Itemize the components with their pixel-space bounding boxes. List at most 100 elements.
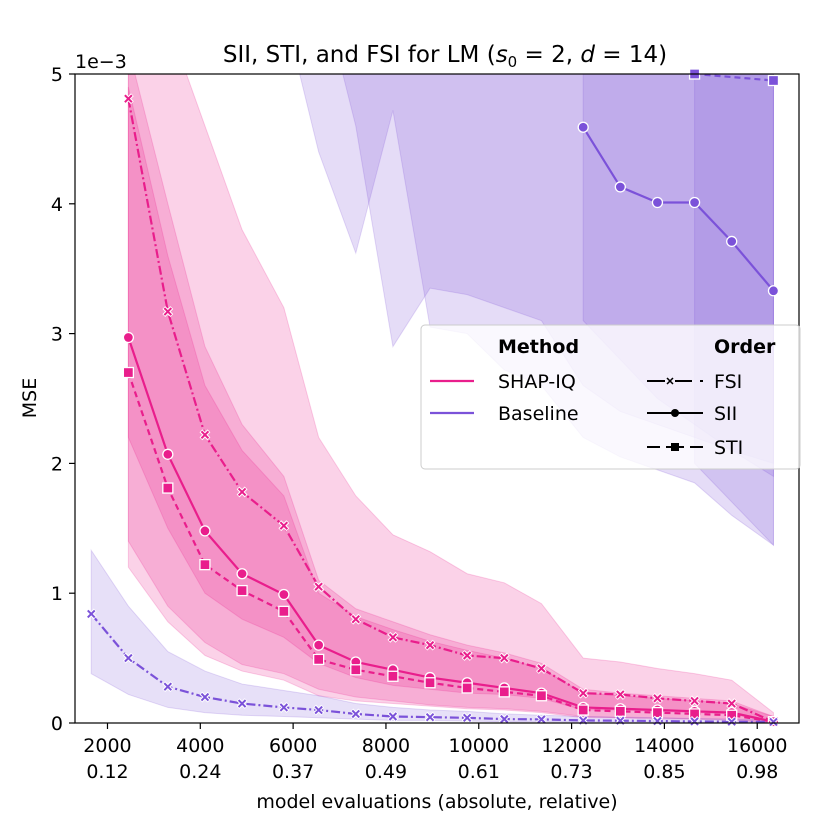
point-baseline-fsi-cross (388, 712, 398, 721)
x-tick-label-absolute: 10000 (449, 735, 509, 757)
point-shap-iq-sti (577, 704, 589, 716)
point-baseline-fsi-cross (200, 692, 210, 702)
point-shap-iq-fsi (162, 306, 174, 317)
point-baseline-fsi-cross (769, 717, 778, 727)
x-axis-label: model evaluations (absolute, relative) (256, 791, 617, 813)
point-shap-iq-sii (278, 588, 290, 601)
y-tick-label: 2 (51, 453, 63, 475)
point-baseline-fsi-cross (237, 699, 247, 708)
point-baseline-fsi (768, 716, 779, 728)
y-axis: 0 1 2 3 4 5 (51, 64, 75, 735)
point-shap-iq-sti (122, 366, 135, 379)
legend-fsi-label: FSI (714, 371, 742, 393)
point-shap-iq-fsi-cross (200, 430, 210, 440)
point-shap-iq-fsi (577, 687, 589, 699)
point-baseline-fsi (461, 712, 473, 724)
x-tick-label-relative: 0.12 (86, 761, 128, 783)
point-shap-iq-fsi (387, 631, 399, 643)
point-baseline-fsi (498, 713, 510, 725)
legend-sii-label: SII (714, 403, 737, 425)
point-shap-iq-fsi (199, 429, 211, 441)
x-tick-label-relative: 0.49 (365, 761, 407, 783)
point-baseline-fsi-cross (727, 717, 736, 726)
point-baseline-fsi-cross (314, 705, 323, 715)
legend-sii-swatch (647, 409, 703, 417)
point-baseline-fsi (387, 711, 399, 722)
point-baseline-fsi-cross (537, 715, 546, 724)
legend-order-header: Order (714, 336, 776, 358)
point-baseline-sii (577, 121, 589, 133)
point-baseline-sii (614, 181, 626, 193)
point-baseline-fsi-cross (462, 713, 472, 723)
point-shap-iq-sti (498, 686, 510, 698)
y-scale-label: 1e−3 (75, 51, 127, 73)
point-baseline-sti (767, 74, 780, 87)
point-shap-iq-fsi (350, 613, 362, 625)
legend-sti-label: STI (714, 437, 743, 459)
x-tick-label-absolute: 12000 (541, 735, 601, 757)
point-shap-iq-fsi-cross (727, 699, 736, 708)
point-shap-iq-fsi-cross (124, 94, 133, 103)
point-baseline-fsi-cross (279, 703, 289, 712)
point-shap-iq-sti (278, 605, 290, 618)
x-tick-label-relative: 0.61 (458, 761, 500, 783)
point-shap-iq-sti (424, 677, 436, 689)
point-baseline-fsi (278, 702, 290, 713)
point-shap-iq-fsi (726, 698, 738, 709)
point-shap-iq-fsi-cross (690, 696, 699, 706)
point-baseline-sii (767, 285, 780, 297)
point-baseline-fsi-cross (690, 717, 699, 726)
legend: Method Order SHAP-IQ Baseline FSI SII ST… (420, 324, 801, 470)
point-shap-iq-sti (387, 670, 399, 682)
y-tick-label: 0 (51, 713, 63, 735)
y-tick-label: 4 (51, 194, 63, 216)
point-baseline-fsi (85, 608, 97, 620)
point-baseline-fsi (652, 715, 663, 727)
point-shap-iq-fsi (424, 639, 436, 651)
x-tick-label-absolute: 14000 (634, 735, 694, 757)
point-baseline-sii (651, 196, 664, 209)
x-tick-label-absolute: 6000 (269, 735, 317, 757)
point-shap-iq-sti (236, 584, 248, 597)
point-shap-iq-sti (162, 482, 174, 494)
point-shap-iq-fsi (236, 486, 248, 498)
point-shap-iq-sii (199, 525, 211, 537)
x-axis: 2000 0.12 4000 0.24 6000 0.37 8000 0.49 10000 0.6… (83, 723, 787, 783)
x-tick-label-relative: 0.98 (736, 761, 778, 783)
point-baseline-fsi-cross (425, 712, 435, 722)
x-tick-label-relative: 0.24 (179, 761, 221, 783)
point-shap-iq-fsi-cross (388, 633, 398, 642)
point-shap-iq-fsi (614, 689, 626, 700)
point-baseline-fsi (122, 652, 134, 664)
point-shap-iq-sii (313, 639, 325, 651)
x-tick-label-relative: 0.73 (550, 761, 592, 783)
line-baseline-sii (582, 126, 775, 292)
line-shap-iq-sii (127, 337, 774, 723)
legend-fsi-swatch (647, 377, 703, 385)
point-shap-iq-fsi (498, 652, 510, 664)
point-shap-iq-sii (162, 448, 174, 460)
point-shap-iq-fsi (122, 93, 134, 105)
point-shap-iq-fsi (652, 692, 663, 704)
point-shap-iq-fsi-cross (537, 664, 546, 673)
line-shap-iq-sti (127, 372, 774, 723)
x-tick-label-absolute: 2000 (83, 735, 131, 757)
point-shap-iq-fsi (313, 581, 325, 593)
point-shap-iq-fsi-cross (425, 640, 435, 650)
point-baseline-fsi-cross (87, 609, 96, 619)
point-baseline-fsi-cross (500, 714, 509, 724)
line-baseline-sti (694, 74, 774, 82)
band-shap-iq-sii (127, 74, 774, 723)
point-baseline-fsi (536, 713, 547, 725)
point-baseline-fsi (424, 711, 436, 723)
point-shap-iq-fsi-cross (500, 653, 509, 663)
point-baseline-sii (688, 196, 701, 209)
point-shap-iq-sti (461, 682, 473, 694)
point-baseline-fsi (726, 716, 738, 728)
point-shap-iq-fsi (461, 650, 473, 661)
point-baseline-fsi (689, 716, 700, 727)
legend-method-header: Method (498, 336, 579, 358)
point-shap-iq-fsi-cross (237, 487, 247, 497)
point-shap-iq-fsi-cross (279, 521, 289, 530)
point-shap-iq-fsi-cross (578, 688, 588, 698)
